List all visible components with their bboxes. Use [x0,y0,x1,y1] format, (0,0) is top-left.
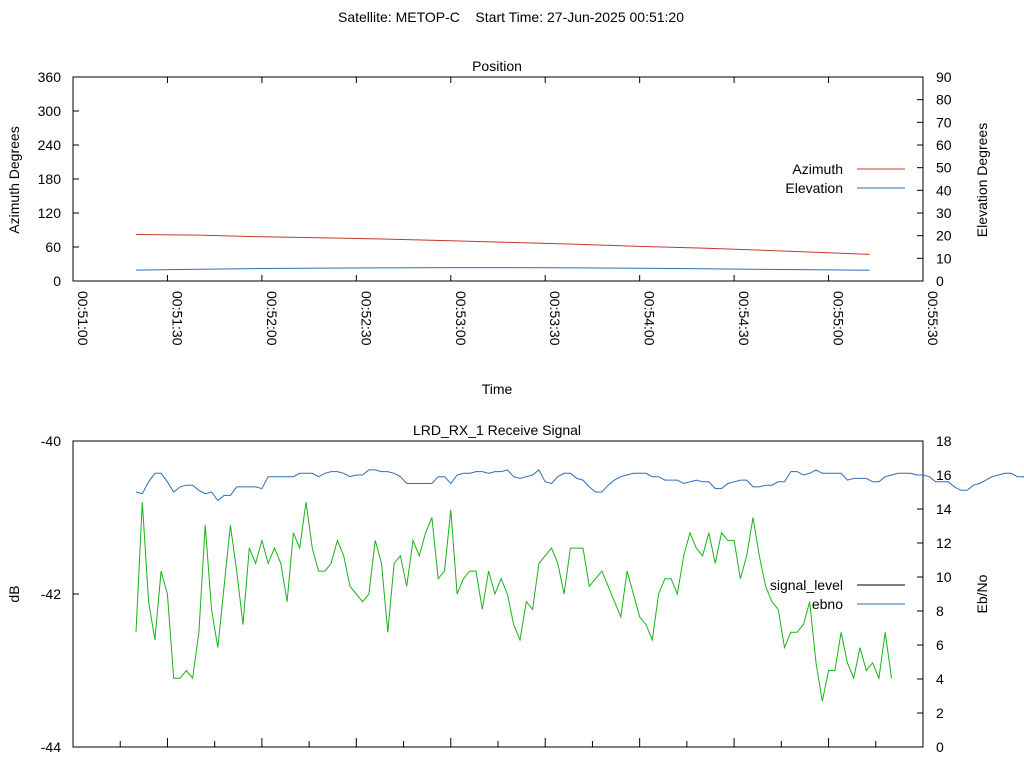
elevation-tick-label: 30 [936,205,952,221]
time-tick-label: 00:54:00 [642,291,658,346]
elevation-tick-label: 20 [936,228,952,244]
time-tick-label: 00:52:30 [358,291,374,346]
legend-label-elevation: Elevation [785,180,843,196]
time-tick-label: 00:53:00 [453,291,469,346]
time-axis-labels: 00:51:00 00:51:30 00:52:00 00:52:30 00:53:00… [75,291,941,346]
db-tick-label: -42 [41,586,61,602]
db-axis-title: dB [6,585,22,602]
page-title: Satellite: METOP-C Start Time: 27-Jun-20… [338,9,684,25]
legend-label-signal-level: signal_level [770,577,843,593]
elevation-tick-label: 60 [936,137,952,153]
elevation-series-line [135,267,870,271]
db-tick-label: -40 [41,433,61,449]
ebno-tick-label: 8 [936,603,944,619]
elevation-tick-label: 0 [936,273,944,289]
elevation-tick-label: 90 [936,69,952,85]
time-tick-label: 00:54:30 [736,291,752,346]
receive-signal-chart-title: LRD_RX_1 Receive Signal [413,422,581,438]
signal-series [135,469,1024,702]
position-legend: Azimuth Elevation [785,161,905,196]
azimuth-tick-label: 300 [38,103,62,119]
position-axis-ticks [72,76,924,282]
azimuth-tick-label: 0 [53,273,61,289]
position-series [135,234,870,271]
ebno-axis-labels: 0 2 4 6 8 10 12 14 16 18 [936,433,952,755]
ebno-tick-label: 14 [936,501,952,517]
time-tick-label: 00:55:30 [925,291,941,346]
elevation-tick-label: 10 [936,250,952,266]
elevation-tick-label: 70 [936,114,952,130]
signal-axis-ticks [73,440,923,748]
time-tick-label: 00:52:00 [264,291,280,346]
ebno-tick-label: 6 [936,637,944,653]
receive-signal-chart: LRD_RX_1 Receive Signal -44 -42 -40 0 2 4 6 8 1… [6,422,1024,755]
ebno-axis-title: Eb/No [974,574,990,613]
ebno-tick-label: 0 [936,739,944,755]
position-plot-frame [72,76,924,282]
signal-level-series-line [135,502,892,702]
receive-signal-plot-frame [72,440,924,748]
time-tick-label: 00:53:30 [547,291,563,346]
elevation-tick-label: 80 [936,92,952,108]
azimuth-tick-label: 120 [38,205,62,221]
db-axis-labels: -44 -42 -40 [41,433,61,755]
ebno-tick-label: 10 [936,569,952,585]
azimuth-tick-label: 180 [38,171,62,187]
azimuth-axis-title: Azimuth Degrees [6,126,22,233]
ebno-tick-label: 4 [936,671,944,687]
elevation-tick-label: 50 [936,160,952,176]
position-chart: Position 0 60 120 180 240 300 360 0 10 20 30 40 50 6… [6,58,990,397]
db-tick-label: -44 [41,739,61,755]
time-tick-label: 00:51:30 [169,291,185,346]
ebno-tick-label: 18 [936,433,952,449]
azimuth-tick-label: 360 [38,69,62,85]
ebno-series-line [135,469,1024,502]
legend-label-ebno: ebno [812,596,843,612]
time-axis-title: Time [482,381,513,397]
azimuth-series-line [135,234,870,255]
time-tick-label: 00:51:00 [75,291,91,346]
elevation-axis-labels: 0 10 20 30 40 50 60 70 80 90 [936,69,952,289]
azimuth-tick-label: 60 [45,239,61,255]
time-tick-label: 00:55:00 [831,291,847,346]
ebno-tick-label: 2 [936,705,944,721]
elevation-axis-title: Elevation Degrees [974,123,990,237]
legend-label-azimuth: Azimuth [792,161,843,177]
ebno-tick-label: 12 [936,535,952,551]
position-chart-title: Position [472,58,522,74]
ebno-tick-label: 16 [936,467,952,483]
azimuth-axis-labels: 0 60 120 180 240 300 360 [38,69,62,289]
azimuth-tick-label: 240 [38,137,62,153]
elevation-tick-label: 40 [936,182,952,198]
